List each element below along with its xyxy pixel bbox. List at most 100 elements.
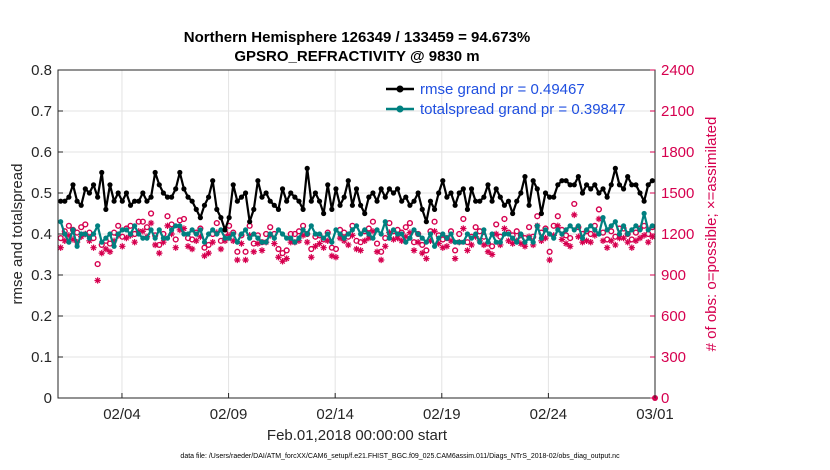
rmse-point [62,198,68,204]
rmse-point [169,194,175,200]
y-tick-label-left: 0.7 [31,103,52,120]
obs-assimilated-point [419,249,426,257]
x-axis-label: Feb.01,2018 00:00:00 start [267,427,448,444]
obs-assimilated-point [90,244,97,251]
obs-possible-point [279,250,286,257]
obs-possible-point [554,213,561,220]
spread-point [284,235,290,241]
spread-point [349,227,355,233]
rmse-point [542,190,549,196]
rmse-point [205,194,212,200]
obs-assimilated-point [283,255,290,262]
obs-possible-point [402,224,409,231]
obs-assimilated-point [180,225,188,232]
obs-assimilated-point [353,245,360,253]
spread-point [362,227,368,233]
obs-assimilated-point [447,237,455,245]
rmse-point [497,194,503,200]
obs-assimilated-point [398,237,405,245]
rmse-point [214,206,220,212]
obs-possible-point [213,219,220,227]
rmse-point [263,190,269,196]
obs-possible-point [546,248,553,255]
obs-assimilated-point [599,237,607,245]
obs-possible-point [283,247,290,254]
rmse-point [189,198,195,204]
spread-point [440,231,446,237]
rmse-point [201,202,208,208]
rmse-point [115,190,121,196]
spread-point [181,231,187,237]
rmse-point [423,219,429,225]
spread-point [90,231,97,237]
rmse-point [625,174,631,180]
spread-point [645,227,651,233]
obs-possible-point [172,236,179,243]
rmse-point [292,194,298,200]
rmse-layer [58,165,655,233]
spread-point [505,231,512,237]
obs-assimilated-point [303,239,311,246]
spread-point [625,231,631,237]
obs-assimilated-point [164,222,171,229]
rmse-point [456,190,462,196]
obs-assimilated-point [308,254,315,261]
rmse-point [271,202,277,208]
spread-point [456,239,462,245]
rmse-point [386,186,392,192]
obs-possible-point [460,215,467,223]
obs-assimilated-point [123,234,130,242]
obs-assimilated-point [538,237,545,245]
rmse-point [362,210,368,217]
spread-point [608,223,614,229]
y-tick-label-left: 0.2 [31,308,52,325]
rmse-point [477,198,483,204]
y-axis-label-left: rmse and totalspread [9,164,26,305]
rmse-point [641,198,647,204]
rmse-point [103,206,109,212]
spread-point [583,227,590,233]
obs-assimilated-point [394,234,401,242]
rmse-point [132,198,138,204]
spread-point [477,239,483,245]
rmse-point [575,174,581,180]
spread-point [337,231,343,237]
obs-assimilated-point [546,256,553,264]
obs-possible-point [373,240,381,247]
spread-point [358,231,364,237]
obs-possible-point [332,245,340,253]
obs-assimilated-point [336,234,344,242]
rmse-point [247,219,253,225]
obs-assimilated-point [628,244,635,251]
obs-possible-point [267,224,274,231]
rmse-point [485,182,491,188]
rmse-point [596,190,602,196]
rmse-point [160,190,166,196]
rmse-point [70,182,76,188]
rmse-point [251,206,257,212]
rmse-point [378,186,384,192]
obs-assimilated-point [480,241,488,249]
spread-point [210,227,216,233]
spread-point [325,231,331,237]
spread-point [612,219,618,225]
obs-possible-point [308,245,315,253]
spread-point [62,231,68,237]
spread-point [107,231,113,237]
spread-point [600,215,606,221]
rmse-point [242,190,249,196]
rmse-point [366,194,372,200]
rmse-point [493,186,499,192]
rmse-point [464,206,471,212]
obs-assimilated-point [275,254,282,261]
spread-point [485,239,491,245]
rmse-point [518,190,524,196]
y-tick-label-right: 300 [661,349,686,366]
rmse-point [288,190,294,196]
rmse-point [226,215,232,221]
obs-assimilated-point [168,230,175,238]
rmse-point [173,186,179,192]
obs-possible-point [406,219,414,227]
rmse-point [144,198,150,204]
spread-point [497,239,503,245]
